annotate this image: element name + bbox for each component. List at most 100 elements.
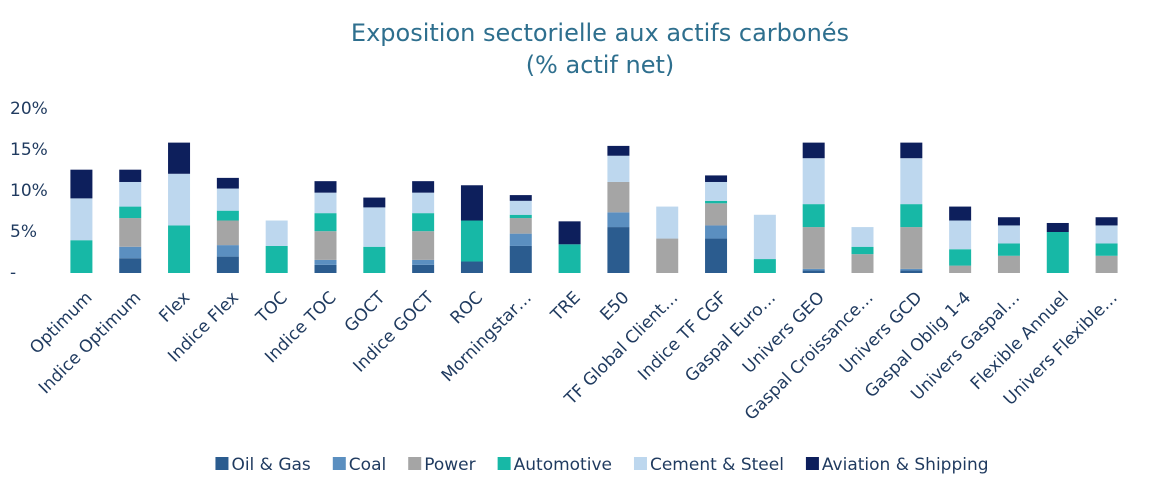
bar-segment <box>851 227 874 247</box>
bar-segment <box>656 238 679 273</box>
legend-label: Cement & Steel <box>650 455 784 475</box>
bar-segment <box>558 244 581 273</box>
legend-label: Oil & Gas <box>231 455 310 475</box>
bar-segment <box>705 225 728 239</box>
bar-segment <box>314 231 337 260</box>
legend-swatch <box>805 457 819 470</box>
bar-segment <box>607 181 630 213</box>
bar-segment <box>216 220 239 246</box>
bar-segment <box>949 265 972 273</box>
legend-swatch <box>633 457 647 470</box>
y-tick-label: 5% <box>10 222 37 242</box>
legend-label: Aviation & Shipping <box>822 455 989 475</box>
bar-segment <box>607 212 630 228</box>
bar-segment <box>802 204 825 228</box>
legend-swatch <box>408 457 422 470</box>
y-tick-label: 20% <box>10 99 48 119</box>
legend-label: Coal <box>349 455 386 475</box>
bar-segment <box>412 264 435 273</box>
chart-subtitle: (% actif net) <box>526 51 675 79</box>
bar-segment <box>168 173 191 226</box>
bar-segment <box>1046 222 1069 232</box>
bar-segment <box>997 243 1020 256</box>
bar-segment <box>119 218 142 247</box>
bar-segment <box>412 192 435 214</box>
bar-segment <box>705 200 728 204</box>
bar-segment <box>1095 225 1118 244</box>
bar-segment <box>412 181 435 193</box>
bar-segment <box>949 249 972 266</box>
bar-segment <box>314 264 337 273</box>
x-tick-label: TOC <box>252 288 292 328</box>
legend-swatch <box>332 457 346 470</box>
bar-segment <box>509 245 532 273</box>
bar-segment <box>460 220 483 262</box>
bar-segment <box>1046 232 1069 273</box>
bar-segment <box>949 206 972 221</box>
bar-segment <box>802 227 825 269</box>
bar-segment <box>168 142 191 174</box>
x-tick-label: Morningstar… <box>438 288 536 386</box>
bar-segment <box>802 270 825 273</box>
bar-segment <box>705 238 728 273</box>
y-tick-label: - <box>10 263 16 283</box>
bar-segment <box>216 210 239 221</box>
bar-segment <box>460 261 483 273</box>
bar-segment <box>363 246 386 273</box>
bar-segment <box>168 225 191 273</box>
bar-segment <box>997 217 1020 226</box>
bar-segment <box>607 155 630 182</box>
legend: Oil & Gas Coal Power Automotive Cement & Ste… <box>215 455 989 475</box>
bar-segment <box>900 142 923 159</box>
bar-segment <box>509 233 532 246</box>
bar-segment <box>509 195 532 201</box>
bar-segment <box>900 227 923 269</box>
bar-segment <box>802 142 825 159</box>
x-tick-label: TRE <box>547 288 585 326</box>
bar-segment <box>997 225 1020 244</box>
bar-segment <box>314 192 337 214</box>
bar-segment <box>119 246 142 259</box>
bar-segment <box>1095 217 1118 226</box>
bar-segment <box>363 197 386 208</box>
bar-segment <box>900 204 923 228</box>
bar-segment <box>509 218 532 234</box>
bar-segment <box>656 206 679 239</box>
bar-segment <box>412 213 435 232</box>
bar-segment <box>314 181 337 193</box>
bar-segment <box>607 227 630 273</box>
bar-segment <box>900 270 923 273</box>
bar-segment <box>460 185 483 221</box>
bar-segment <box>997 255 1020 273</box>
y-tick-label: 15% <box>10 140 48 160</box>
bar-segment <box>1095 255 1118 273</box>
bar-segment <box>949 220 972 250</box>
bar-segment <box>70 169 93 199</box>
legend-swatch <box>215 457 229 470</box>
bar-segment <box>216 256 239 273</box>
bar-segment <box>216 177 239 189</box>
bar-segment <box>265 220 288 246</box>
bar-segment <box>70 198 93 241</box>
y-tick-label: 10% <box>10 181 48 201</box>
bar-segment <box>119 258 142 273</box>
bar-segment <box>265 245 288 273</box>
bar-segment <box>705 181 728 201</box>
bar-segment <box>314 213 337 232</box>
bar-segment <box>753 214 776 260</box>
bar-segment <box>705 175 728 182</box>
bar-segment <box>314 259 337 265</box>
bar-segment <box>900 158 923 205</box>
bar-segment <box>216 188 239 211</box>
legend-label: Automotive <box>514 455 612 475</box>
x-tick-label: E50 <box>596 288 633 325</box>
legend-label: Power <box>424 455 475 475</box>
bar-segment <box>851 254 874 273</box>
bar-segment <box>802 158 825 205</box>
bar-segment <box>607 145 630 156</box>
bar-segment <box>119 169 142 182</box>
bar-segment <box>412 231 435 260</box>
x-tick-label: Flex <box>155 288 194 327</box>
bar-segment <box>509 200 532 215</box>
bar-segment <box>753 259 776 273</box>
